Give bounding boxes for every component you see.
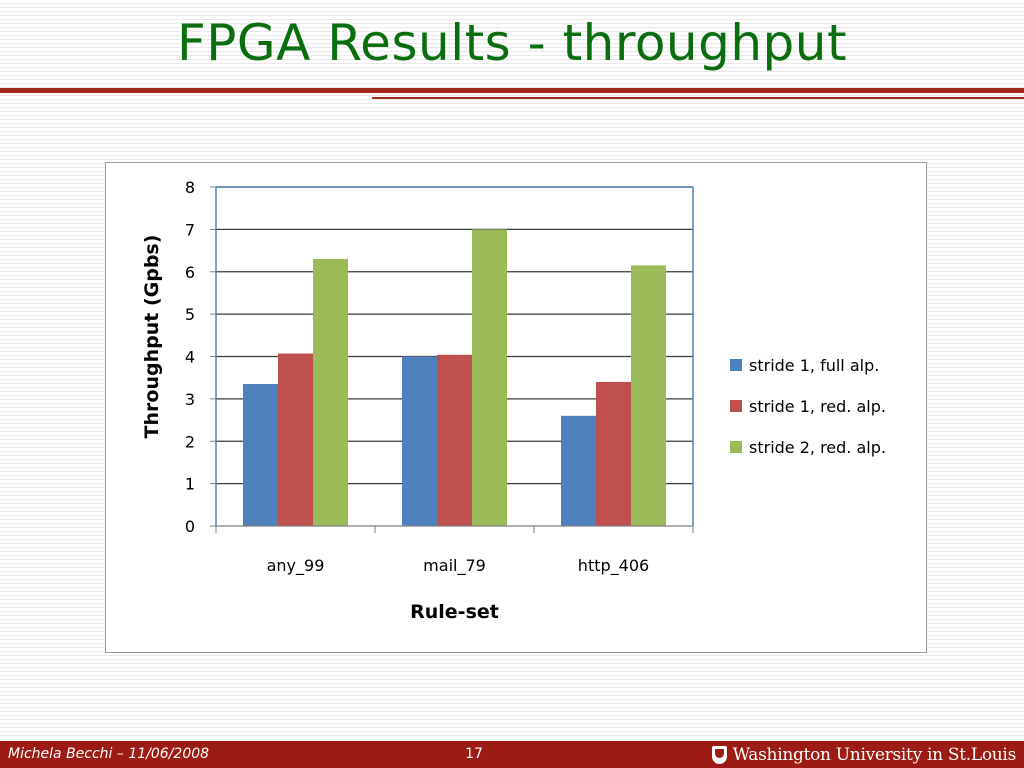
y-tick-label-1: 1 [185,475,195,494]
bar-any_99-series-2 [278,353,313,526]
legend-swatch-series-2 [730,400,742,412]
university-logo: Washington University in St.Louis [711,743,1017,766]
legend-label-series-3: stride 2, red. alp. [749,438,886,457]
throughput-chart: 0 1 2 3 4 5 6 7 8 any_99 mail_79 http_406 Rule-set Th… [141,178,886,623]
y-tick-label-8: 8 [185,178,195,197]
legend-swatch-series-1 [730,359,742,371]
university-shield-icon [711,745,727,764]
bar-mail_79-series-1 [402,356,437,526]
slide-title: FPGA Results - throughput [176,14,848,72]
bar-any_99-series-3 [313,259,348,526]
legend-swatch-series-3 [730,441,742,453]
x-tick-label-mail_79: mail_79 [423,556,486,576]
university-wordmark: Washington University in St.Louis [732,744,1017,765]
bar-any_99-series-1 [243,384,278,526]
legend-label-series-1: stride 1, full alp. [749,356,879,375]
footer-author: Michela Becchi – 11/06/2008 [8,746,210,762]
bar-http_406-series-2 [596,381,631,526]
x-tick-label-any_99: any_99 [267,556,325,576]
bar-http_406-series-3 [631,265,666,526]
footer-bar: Michela Becchi – 11/06/2008 17 Washingto… [0,741,1024,768]
page-number: 17 [465,746,483,762]
bar-mail_79-series-3 [472,229,507,526]
y-tick-label-2: 2 [185,432,195,451]
title-divider-thin [372,97,1024,99]
bar-mail_79-series-2 [437,354,472,526]
y-tick-label-0: 0 [185,517,195,536]
title-divider-thick [0,88,1024,93]
legend-label-series-2: stride 1, red. alp. [749,397,886,416]
bar-http_406-series-1 [561,415,596,526]
y-tick-label-7: 7 [185,220,195,239]
y-tick-label-5: 5 [185,305,195,324]
y-tick-label-4: 4 [185,348,195,367]
x-tick-label-http_406: http_406 [578,556,649,576]
y-tick-label-6: 6 [185,263,195,282]
y-tick-label-3: 3 [185,390,195,409]
x-axis-title: Rule-set [410,601,499,623]
chart-frame: 0 1 2 3 4 5 6 7 8 any_99 mail_79 http_406 Rule-set Th… [105,162,927,653]
y-axis-title: Throughput (Gpbs) [141,235,163,439]
